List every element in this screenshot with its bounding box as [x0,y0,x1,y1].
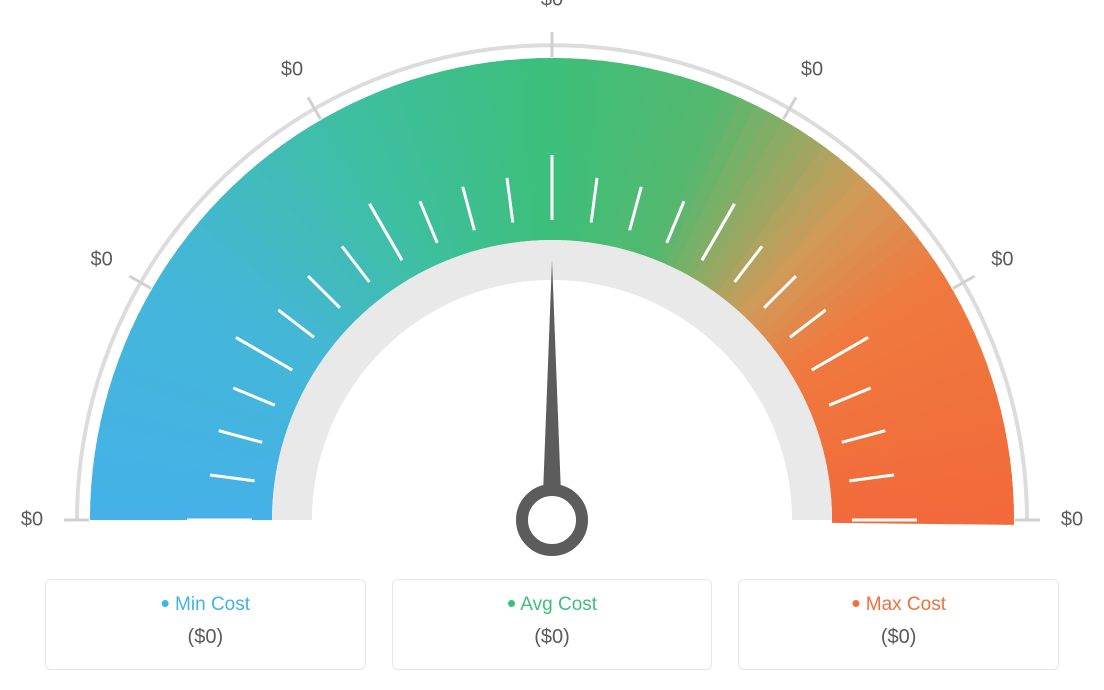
legend-label: Max Cost [866,594,946,615]
legend-label: Min Cost [175,594,250,615]
gauge-chart: $0 $0 $0 $0 $0 $0 $0 [0,0,1104,560]
legend-title-min: • Min Cost [56,594,355,616]
legend-value-max: ($0) [749,626,1048,649]
gauge-svg [0,0,1104,560]
legend-value-avg: ($0) [403,626,702,649]
gauge-tick-label: $0 [801,58,823,81]
gauge-tick-label: $0 [991,249,1013,272]
legend-title-max: • Max Cost [749,594,1048,616]
dot-icon: • [161,588,170,618]
gauge-tick-label: $0 [541,0,563,12]
legend-card-avg: • Avg Cost ($0) [392,579,713,670]
dot-icon: • [507,588,516,618]
legend-label: Avg Cost [520,594,597,615]
legend-card-max: • Max Cost ($0) [738,579,1059,670]
gauge-tick-label: $0 [281,58,303,81]
dot-icon: • [851,588,860,618]
legend-title-avg: • Avg Cost [403,594,702,616]
legend-row: • Min Cost ($0) • Avg Cost ($0) • Max Co… [45,579,1059,670]
legend-value-min: ($0) [56,626,355,649]
gauge-tick-label: $0 [91,249,113,272]
gauge-tick-label: $0 [21,509,43,532]
gauge-tick-label: $0 [1061,509,1083,532]
legend-card-min: • Min Cost ($0) [45,579,366,670]
